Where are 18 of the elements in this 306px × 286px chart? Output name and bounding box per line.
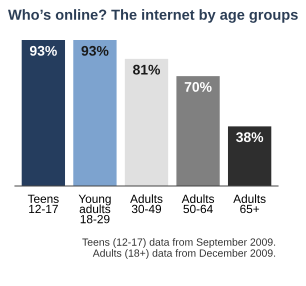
data-label: 93%: [82, 46, 108, 56]
bar: [176, 76, 220, 186]
chart-title: Who’s online? The internet by age groups: [8, 9, 298, 23]
x-tick-label: Adults 65+: [233, 194, 266, 214]
x-tick-label: Teens 12-17: [28, 194, 59, 214]
data-label: 38%: [236, 132, 264, 142]
data-label: 81%: [133, 64, 160, 75]
x-tick-label: Adults 30-49: [130, 194, 162, 214]
text: Teens (12-17) data from September 2009.: [82, 238, 276, 248]
data-label: 70%: [184, 82, 212, 92]
bar: [22, 40, 66, 186]
x-tick-label: Adults 50-64: [182, 194, 214, 214]
text: Adults (18+) data from December 2009.: [92, 249, 276, 259]
data-label: 93%: [30, 46, 57, 56]
x-tick-label: Young adults 18-29: [78, 194, 111, 224]
bar: [73, 40, 117, 186]
bar: [124, 58, 168, 186]
bar: [228, 126, 272, 186]
